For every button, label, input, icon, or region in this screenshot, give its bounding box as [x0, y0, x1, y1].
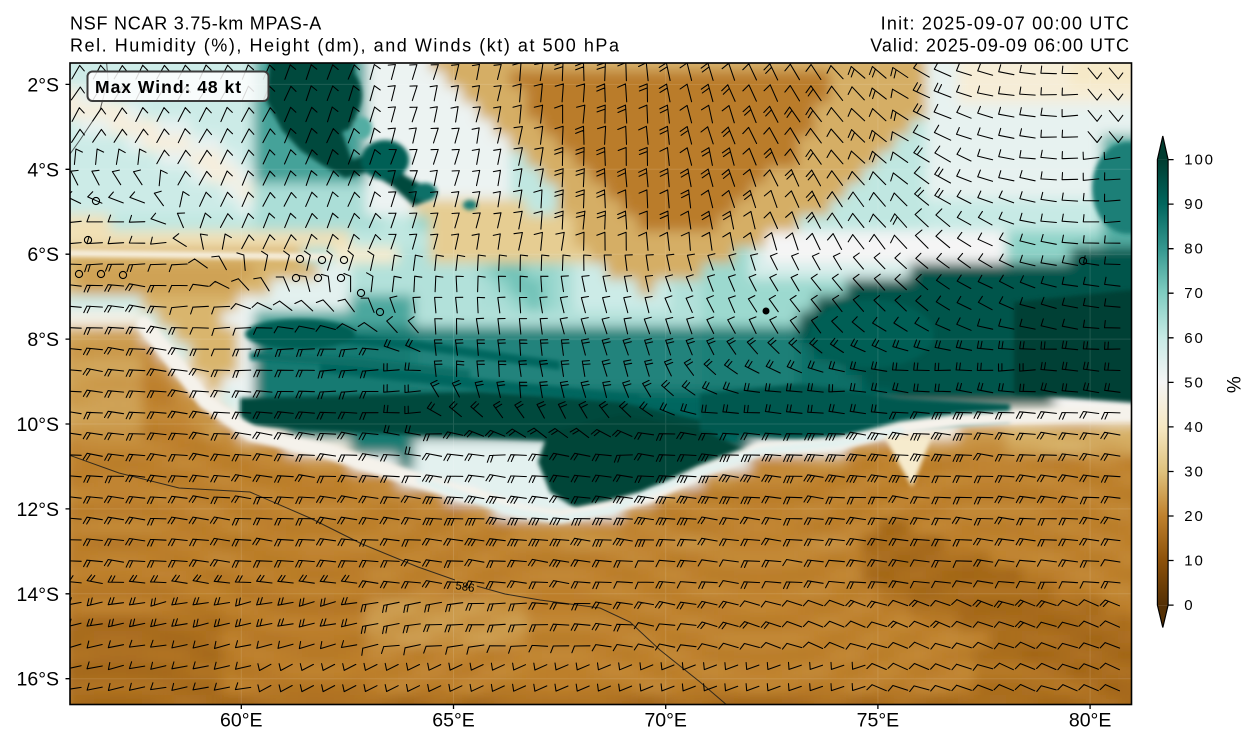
svg-text:16°S: 16°S: [17, 669, 60, 691]
svg-text:10°S: 10°S: [17, 414, 60, 436]
svg-text:Init: 2025-09-07 00:00 UTC: Init: 2025-09-07 00:00 UTC: [881, 14, 1130, 34]
svg-text:75°E: 75°E: [857, 710, 900, 732]
svg-text:30: 30: [1184, 464, 1204, 481]
svg-text:65°E: 65°E: [432, 710, 475, 732]
svg-text:Max Wind: 48 kt: Max Wind: 48 kt: [95, 77, 242, 97]
svg-text:4°S: 4°S: [27, 159, 59, 181]
svg-text:6°S: 6°S: [27, 244, 59, 266]
svg-text:2°S: 2°S: [27, 74, 59, 96]
svg-text:80°E: 80°E: [1069, 710, 1112, 732]
svg-text:10: 10: [1184, 553, 1204, 570]
svg-text:%: %: [1224, 376, 1245, 393]
svg-text:60°E: 60°E: [220, 710, 263, 732]
svg-text:8°S: 8°S: [27, 329, 59, 351]
svg-text:20: 20: [1184, 508, 1204, 525]
svg-text:Valid: 2025-09-09 06:00 UTC: Valid: 2025-09-09 06:00 UTC: [870, 36, 1130, 56]
svg-text:70: 70: [1184, 285, 1204, 302]
svg-text:0: 0: [1184, 597, 1194, 614]
svg-text:Rel. Humidity (%), Height (dm): Rel. Humidity (%), Height (dm), and Wind…: [70, 36, 621, 56]
svg-text:80: 80: [1184, 241, 1204, 258]
svg-text:50: 50: [1184, 374, 1204, 391]
svg-text:14°S: 14°S: [17, 584, 60, 606]
svg-text:100: 100: [1184, 152, 1214, 169]
svg-text:40: 40: [1184, 419, 1204, 436]
svg-text:12°S: 12°S: [17, 499, 60, 521]
svg-text:70°E: 70°E: [644, 710, 687, 732]
svg-text:60: 60: [1184, 330, 1204, 347]
svg-text:NSF NCAR 3.75-km MPAS-A: NSF NCAR 3.75-km MPAS-A: [70, 14, 322, 34]
svg-text:90: 90: [1184, 196, 1204, 213]
